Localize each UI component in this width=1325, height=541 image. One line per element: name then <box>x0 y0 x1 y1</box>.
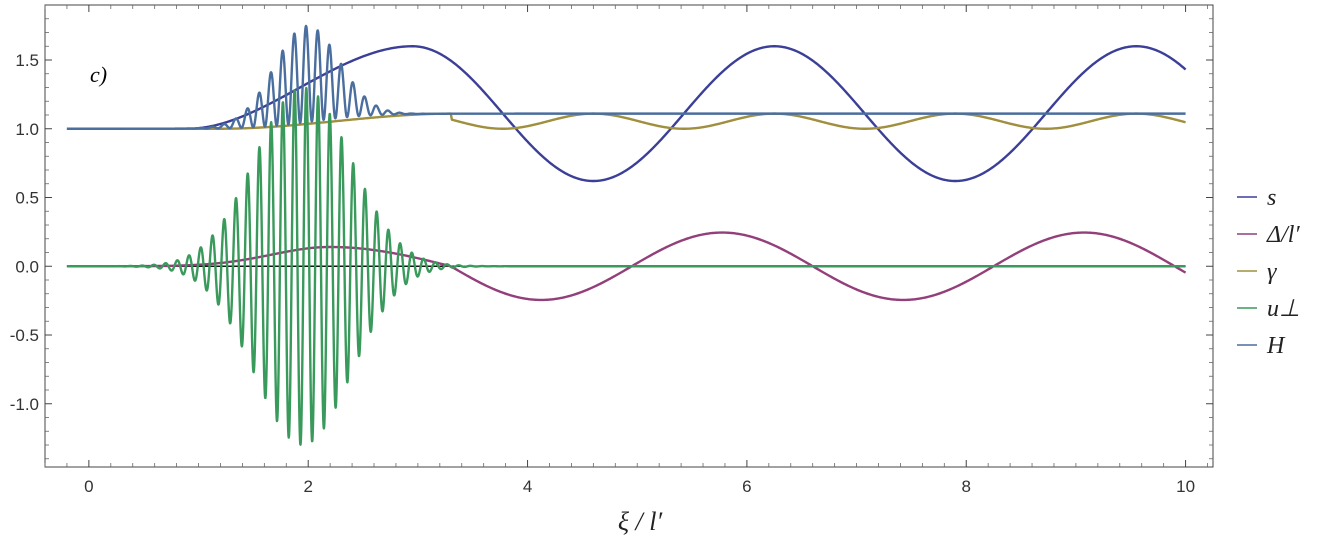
series-line-u⊥ <box>66 86 1187 446</box>
x-tick-label: 10 <box>1176 477 1195 496</box>
y-tick-label: 1.0 <box>15 120 39 139</box>
x-tick-label: 4 <box>523 477 532 496</box>
series-line-Δ/l′ <box>66 231 1187 302</box>
legend: s Δ/l′ γ u⊥ H <box>1237 185 1300 359</box>
x-tick-label: 2 <box>303 477 312 496</box>
axis-tick-labels: 0 2 4 6 8 10 -1.0 -0.5 0.0 0.5 1.0 1.5 <box>10 51 1195 496</box>
y-tick-label: 1.5 <box>15 51 39 70</box>
legend-label: s <box>1267 185 1276 211</box>
x-tick-label: 6 <box>742 477 751 496</box>
y-tick-label: -1.0 <box>10 395 39 414</box>
series-layer <box>66 24 1187 446</box>
series-line-H <box>66 24 1187 130</box>
legend-label: H <box>1266 333 1286 359</box>
legend-label: Δ/l′ <box>1266 222 1300 248</box>
x-tick-label: 8 <box>962 477 971 496</box>
plot-frame <box>44 4 1214 468</box>
legend-label: u⊥ <box>1267 296 1300 322</box>
y-tick-label: -0.5 <box>10 326 39 345</box>
y-tick-label: 0.0 <box>15 257 39 276</box>
series-line-s <box>66 45 1187 183</box>
axis-ticks <box>44 5 1213 467</box>
panel-label: c) <box>90 62 107 87</box>
y-tick-label: 0.5 <box>15 189 39 208</box>
legend-label: γ <box>1267 259 1277 285</box>
x-tick-label: 0 <box>84 477 93 496</box>
x-axis-label: ξ / l′ <box>618 507 663 536</box>
